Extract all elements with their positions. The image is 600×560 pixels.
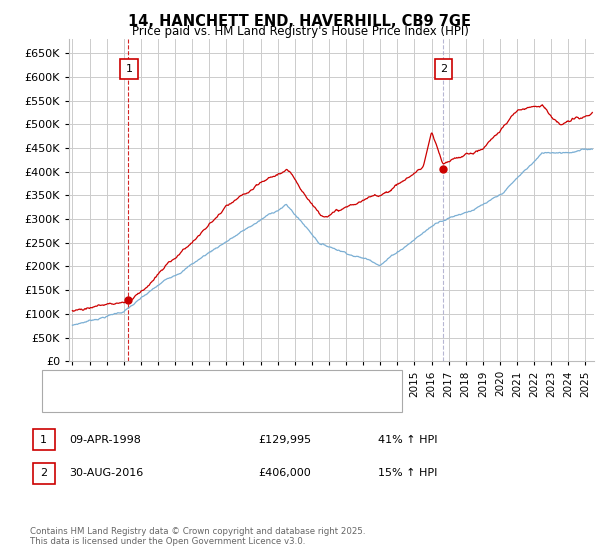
FancyBboxPatch shape (435, 59, 452, 80)
Text: £129,995: £129,995 (258, 435, 311, 445)
Text: 30-AUG-2016: 30-AUG-2016 (69, 468, 143, 478)
Text: 2: 2 (40, 468, 47, 478)
Text: 14, HANCHETT END, HAVERHILL, CB9 7GE (detached house): 14, HANCHETT END, HAVERHILL, CB9 7GE (de… (75, 377, 388, 387)
FancyBboxPatch shape (121, 59, 138, 80)
Text: 09-APR-1998: 09-APR-1998 (69, 435, 141, 445)
Text: 1: 1 (40, 435, 47, 445)
Text: £406,000: £406,000 (258, 468, 311, 478)
Text: ——: —— (48, 376, 73, 389)
Text: Contains HM Land Registry data © Crown copyright and database right 2025.
This d: Contains HM Land Registry data © Crown c… (30, 526, 365, 546)
Text: ——: —— (48, 395, 73, 408)
Text: 1: 1 (126, 64, 133, 74)
Text: Price paid vs. HM Land Registry's House Price Index (HPI): Price paid vs. HM Land Registry's House … (131, 25, 469, 38)
Text: 14, HANCHETT END, HAVERHILL, CB9 7GE: 14, HANCHETT END, HAVERHILL, CB9 7GE (128, 14, 472, 29)
Text: 41% ↑ HPI: 41% ↑ HPI (378, 435, 437, 445)
Text: 2: 2 (440, 64, 448, 74)
Text: HPI: Average price, detached house, West Suffolk: HPI: Average price, detached house, West… (75, 396, 333, 406)
Text: 15% ↑ HPI: 15% ↑ HPI (378, 468, 437, 478)
